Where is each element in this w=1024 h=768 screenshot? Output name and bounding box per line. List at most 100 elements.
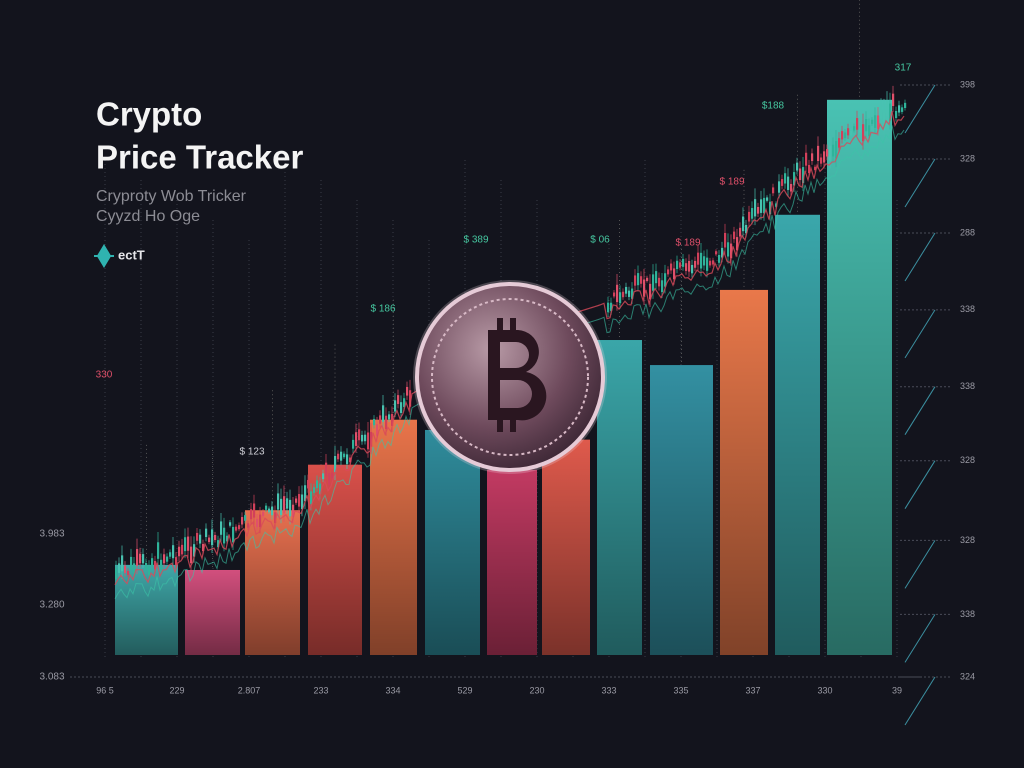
candle-body xyxy=(775,203,778,207)
title-line: Price Tracker xyxy=(96,139,303,176)
candle-body xyxy=(367,432,370,450)
candle-body xyxy=(850,130,853,136)
candle-body xyxy=(847,128,850,136)
candle-body xyxy=(199,534,202,544)
candle-body xyxy=(700,252,703,269)
annotation: 3.983 xyxy=(39,529,64,540)
candle-body xyxy=(655,271,658,284)
candle-body xyxy=(262,511,265,517)
candle-body xyxy=(619,292,622,304)
y-tick-label: 338 xyxy=(960,381,975,391)
candle-body xyxy=(724,232,727,248)
candle-body xyxy=(334,456,337,473)
x-tick-label: 529 xyxy=(457,685,472,695)
coin-symbol-tick xyxy=(497,418,503,432)
candle-body xyxy=(820,157,823,164)
candle-body xyxy=(628,290,631,297)
candle-body xyxy=(691,264,694,274)
candle-body xyxy=(181,544,184,555)
bar-shade xyxy=(542,439,590,655)
bar-shade xyxy=(425,429,480,655)
candle-body xyxy=(373,418,376,426)
candle-body xyxy=(148,566,151,576)
candle-body xyxy=(901,107,904,112)
bars xyxy=(115,0,892,656)
candle-body xyxy=(277,493,280,510)
annotation: $188 xyxy=(762,101,785,112)
candle-body xyxy=(241,517,244,525)
candle-body xyxy=(874,115,877,128)
brand: ectT xyxy=(118,247,145,262)
candle-body xyxy=(220,521,223,535)
candle-body xyxy=(661,280,664,293)
annotation: $ 06 xyxy=(590,235,610,246)
candle-body xyxy=(757,206,760,214)
candle-body xyxy=(307,479,310,489)
candle-body xyxy=(706,257,709,271)
candle-body xyxy=(226,535,229,542)
candle-body xyxy=(676,260,679,270)
candle-body xyxy=(739,227,742,237)
candle-body xyxy=(712,260,715,265)
candle-body xyxy=(244,515,247,521)
y-tick-label: 338 xyxy=(960,304,975,314)
candle-body xyxy=(790,183,793,192)
candle-body xyxy=(349,457,352,463)
candle-body xyxy=(640,276,643,284)
y-tick-label: 324 xyxy=(960,671,975,681)
candle-body xyxy=(781,179,784,186)
candle-body xyxy=(826,149,829,157)
candle-body xyxy=(370,431,373,447)
candle-body xyxy=(154,560,157,570)
candle-body xyxy=(808,164,811,174)
candle-body xyxy=(163,554,166,564)
candle-body xyxy=(883,109,886,126)
candle-body xyxy=(838,138,841,148)
candle-body xyxy=(886,100,889,117)
candle-body xyxy=(682,258,685,267)
candles xyxy=(114,85,907,600)
x-tick-label: 96 5 xyxy=(96,685,114,695)
y-tick-label: 338 xyxy=(960,609,975,619)
candle-body xyxy=(391,413,394,426)
candle-body xyxy=(193,544,196,557)
candle-body xyxy=(625,286,628,294)
candle-body xyxy=(295,498,298,503)
bar-shade xyxy=(597,340,642,655)
candle-body xyxy=(400,402,403,413)
candle-body xyxy=(229,522,232,526)
candle-body xyxy=(814,166,817,170)
candle-body xyxy=(610,302,613,311)
annotation: $ 189 xyxy=(719,177,744,188)
candle-body xyxy=(805,152,808,166)
coin xyxy=(413,280,607,474)
candle-body xyxy=(385,415,388,430)
candle-body xyxy=(817,145,820,162)
candle-body xyxy=(409,390,412,407)
candle-body xyxy=(877,115,880,129)
candle-body xyxy=(319,483,322,495)
annotation: $ 123 xyxy=(239,447,264,458)
candle-body xyxy=(232,526,235,543)
candle-body xyxy=(865,118,868,132)
candle-body xyxy=(859,128,862,133)
candle-body xyxy=(868,125,871,137)
axes: 398 328 288 338 338 328 328 338 324 96 5 229 2.807 2… xyxy=(39,63,975,726)
candle-body xyxy=(715,251,718,255)
candle-body xyxy=(127,570,130,576)
candle-body xyxy=(673,268,676,280)
brand-icon xyxy=(94,244,114,268)
x-tick-label: 233 xyxy=(313,685,328,695)
candle-body xyxy=(130,556,133,570)
coin-symbol-tick xyxy=(510,318,516,332)
candle-body xyxy=(751,208,754,219)
candle-body xyxy=(274,512,277,524)
candle-body xyxy=(871,119,874,124)
candle-body xyxy=(697,252,700,265)
candle-body xyxy=(772,187,775,194)
candle-body xyxy=(208,537,211,543)
annotation: 317 xyxy=(895,63,912,74)
candle-body xyxy=(688,260,691,272)
candle-body xyxy=(187,536,190,551)
tick-slash xyxy=(904,309,936,359)
